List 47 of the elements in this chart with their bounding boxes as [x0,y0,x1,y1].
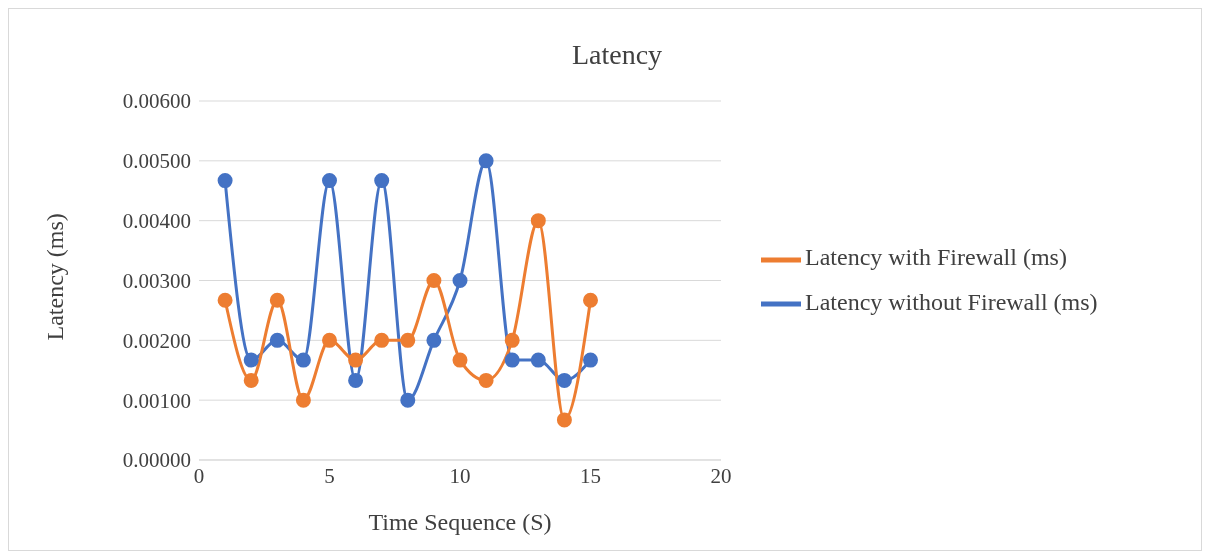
x-tick-label: 15 [580,463,601,488]
point [530,213,546,229]
point [322,332,337,348]
y-tick-label: 0.00600 [122,89,191,114]
point [452,273,468,288]
point [243,352,259,368]
point [583,352,598,368]
point [348,372,364,388]
point [348,352,364,368]
x-axis-title: Time Sequence (S) [368,509,552,535]
y-axis-title: Latency (ms) [41,213,68,341]
point [243,372,259,388]
point [426,273,442,288]
point [217,292,233,308]
point [269,332,285,348]
point [556,412,572,428]
y-tick-label: 0.00000 [122,448,191,473]
point [426,332,442,348]
y-tick-label: 0.00200 [122,328,191,353]
y-tick-label: 0.00500 [122,149,191,174]
point [583,292,598,308]
point [295,392,311,408]
point [400,392,416,408]
x-tick-label: 20 [710,463,732,488]
point [478,153,494,169]
point [374,332,390,348]
y-tick-label: 0.00100 [122,388,191,413]
point [504,352,520,368]
point [452,352,468,368]
point [269,292,285,308]
x-tick-label: 10 [449,463,471,488]
point [217,173,233,189]
legend-label: Latency with Firewall (ms) [805,244,1067,271]
point [322,173,337,189]
point [530,352,546,368]
point [374,173,390,189]
point [504,332,520,348]
point [478,372,494,388]
point [400,332,416,348]
y-tick-label: 0.00400 [122,209,191,234]
x-tick-label: 5 [324,463,335,488]
chart-title: Latency [570,39,664,71]
legend-label: Latency without Firewall (ms) [805,288,1098,315]
point [295,352,311,368]
x-tick-label: 0 [193,463,205,488]
y-tick-label: 0.00300 [122,268,191,293]
point [556,372,572,388]
